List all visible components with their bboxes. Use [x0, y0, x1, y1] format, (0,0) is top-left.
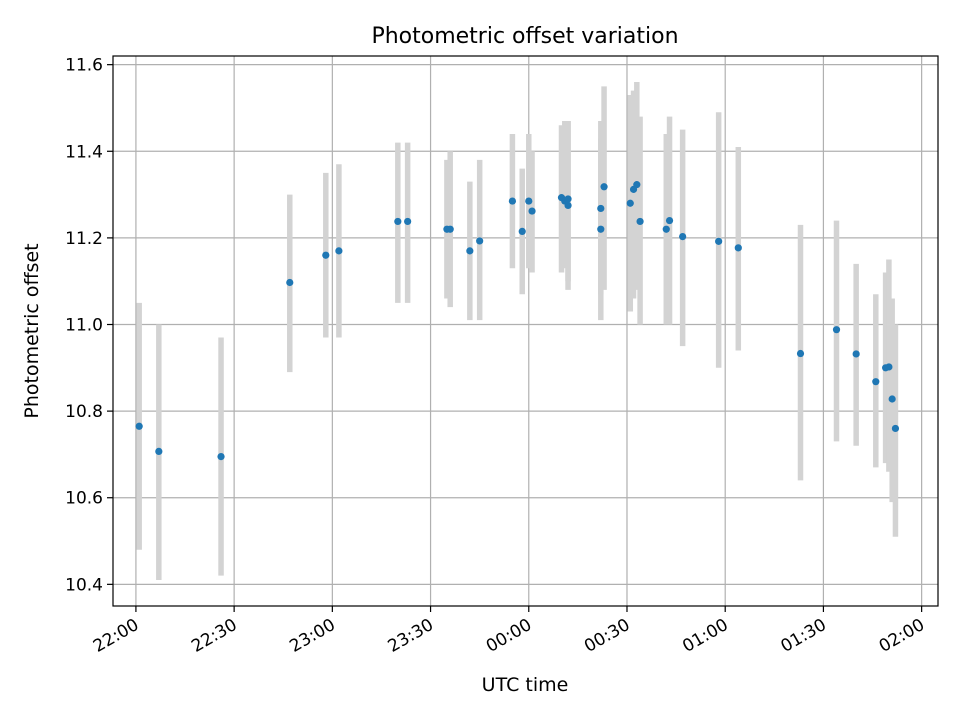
data-point [508, 197, 517, 205]
data-point [832, 326, 841, 334]
data-point [662, 225, 670, 233]
data-point [885, 363, 893, 371]
data-point [564, 201, 572, 210]
data-point [888, 395, 896, 403]
data-point [446, 225, 454, 233]
y-tick-label: 11.0 [65, 316, 103, 336]
chart-title: Photometric offset variation [371, 24, 678, 49]
x-tick-label: 23:30 [385, 615, 437, 657]
data-point [335, 247, 343, 255]
data-point [891, 424, 900, 433]
data-point [394, 217, 402, 226]
data-point [217, 452, 225, 461]
data-point [734, 244, 742, 252]
data-point [715, 237, 723, 245]
x-axis-label: UTC time [482, 674, 569, 696]
data-point [322, 251, 330, 259]
data-point [633, 181, 641, 189]
data-point [564, 195, 572, 203]
data-point [155, 447, 163, 455]
y-tick-label: 10.8 [65, 402, 103, 422]
point-layer [135, 181, 900, 461]
data-point [476, 237, 484, 245]
data-point [135, 422, 143, 430]
data-point [872, 378, 880, 386]
y-tick-label: 11.2 [65, 229, 103, 249]
data-point [286, 278, 294, 287]
data-point [597, 204, 605, 213]
data-point [626, 199, 634, 207]
x-tick-label: 23:00 [286, 615, 338, 657]
data-point [404, 217, 412, 226]
x-tick-label: 00:00 [483, 615, 535, 657]
data-point [665, 216, 674, 225]
x-tick-label: 22:30 [188, 615, 240, 657]
plot-frame [112, 55, 939, 607]
data-point [466, 247, 474, 255]
data-point [679, 232, 687, 241]
data-point [636, 217, 644, 226]
y-tick-label: 11.4 [65, 142, 103, 162]
errorbar-layer [136, 81, 899, 581]
x-tick-label: 01:30 [777, 615, 829, 657]
x-tick-label: 01:00 [679, 615, 731, 657]
x-tick-label: 22:00 [90, 615, 142, 657]
data-point [796, 349, 805, 358]
y-tick-label: 11.6 [65, 56, 103, 76]
data-point [528, 207, 536, 215]
x-tick-label: 00:30 [581, 615, 633, 657]
data-point [518, 227, 526, 235]
y-axis-label: Photometric offset [21, 243, 43, 418]
x-tick-label: 02:00 [876, 615, 928, 657]
data-point [597, 225, 605, 233]
data-point [600, 183, 608, 191]
grid-layer [113, 56, 938, 606]
data-point [852, 350, 860, 358]
y-tick-label: 10.4 [65, 575, 103, 595]
data-point [525, 197, 533, 205]
y-tick-label: 10.6 [65, 489, 103, 509]
